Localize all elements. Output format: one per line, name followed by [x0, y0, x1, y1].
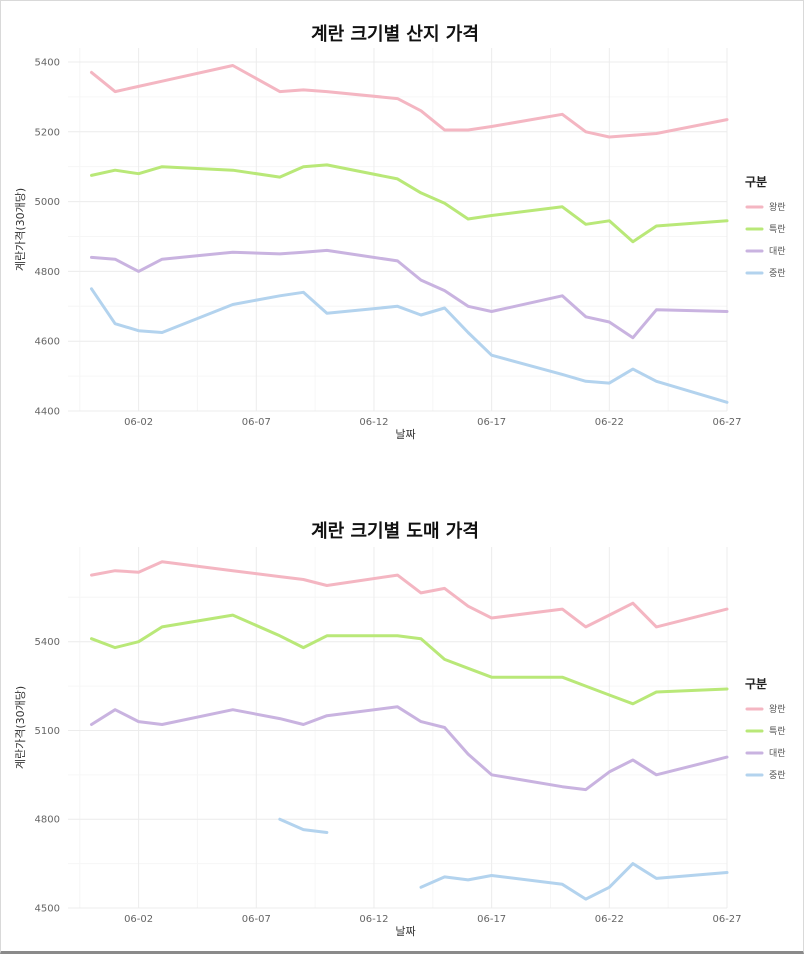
legend-item-1: 왕란: [769, 201, 786, 213]
x-tick-label: 06-27: [712, 417, 741, 428]
legend-item-2: 특란: [769, 223, 786, 235]
legend-item-3: 대란: [769, 245, 786, 257]
series-line-3: [90, 248, 729, 340]
chart-title: 계란 크기별 도매 가격: [311, 521, 479, 542]
y-axis-label: 계란가격(30개당): [14, 686, 27, 769]
y-tick-label: 5000: [35, 197, 60, 208]
farm-price-chart: 계란 크기별 산지 가격 06-02 06-07 06-12 06-17 06-22 06-…: [14, 24, 786, 441]
y-tick-label: 4400: [35, 407, 60, 418]
series-line-1: [90, 560, 729, 629]
legend-item-3: 대란: [769, 747, 786, 759]
legend-item-4: 중란: [769, 769, 786, 781]
y-tick-label: 4800: [35, 815, 60, 826]
y-tick-label: 5400: [35, 637, 60, 648]
series-line-3: [90, 705, 729, 792]
chart-title: 계란 크기별 산지 가격: [311, 24, 479, 45]
series-line-1: [90, 64, 729, 139]
x-tick-label: 06-12: [359, 914, 388, 925]
series-line-4: [278, 817, 729, 901]
y-tick-label: 5200: [35, 127, 60, 138]
x-tick-label: 06-07: [242, 914, 271, 925]
x-tick-label: 06-17: [477, 417, 506, 428]
x-tick-label: 06-22: [595, 914, 624, 925]
x-tick-label: 06-12: [359, 417, 388, 428]
x-tick-label: 06-17: [477, 914, 506, 925]
legend-title: 구분: [745, 677, 767, 691]
series-line-4: [90, 287, 729, 404]
y-axis-label: 계란가격(30개당): [14, 188, 27, 271]
wholesale-price-chart: 계란 크기별 도매 가격 06-02 06-07 06-12 06-17 06-22 06-…: [14, 521, 786, 938]
y-tick-label: 4600: [35, 337, 60, 348]
x-tick-label: 06-07: [242, 417, 271, 428]
x-tick-label: 06-02: [124, 417, 153, 428]
x-tick-label: 06-22: [595, 417, 624, 428]
y-tick-label: 5100: [35, 726, 60, 737]
legend-item-4: 중란: [769, 267, 786, 279]
series-line-2: [90, 163, 729, 244]
y-tick-label: 4500: [35, 904, 60, 915]
x-tick-label: 06-02: [124, 914, 153, 925]
x-tick-label: 06-27: [712, 914, 741, 925]
legend-item-1: 왕란: [769, 703, 786, 715]
y-tick-label: 5400: [35, 57, 60, 68]
x-axis-label: 날짜: [395, 925, 415, 938]
legend-title: 구분: [745, 175, 767, 189]
x-axis-label: 날짜: [395, 428, 415, 441]
y-tick-label: 4800: [35, 267, 60, 278]
legend-item-2: 특란: [769, 725, 786, 737]
series-line-2: [90, 613, 729, 706]
